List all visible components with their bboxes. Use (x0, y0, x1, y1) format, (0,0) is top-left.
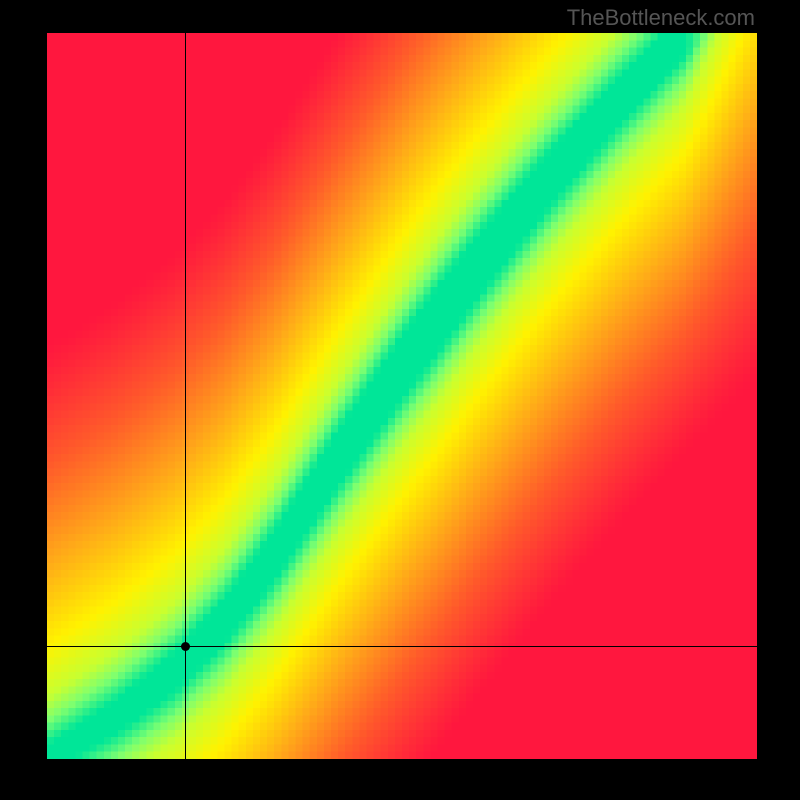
crosshair-horizontal (47, 646, 757, 647)
bottleneck-heatmap (47, 33, 757, 759)
watermark-text: TheBottleneck.com (567, 5, 755, 31)
marker-dot (181, 642, 190, 651)
chart-container: TheBottleneck.com (0, 0, 800, 800)
